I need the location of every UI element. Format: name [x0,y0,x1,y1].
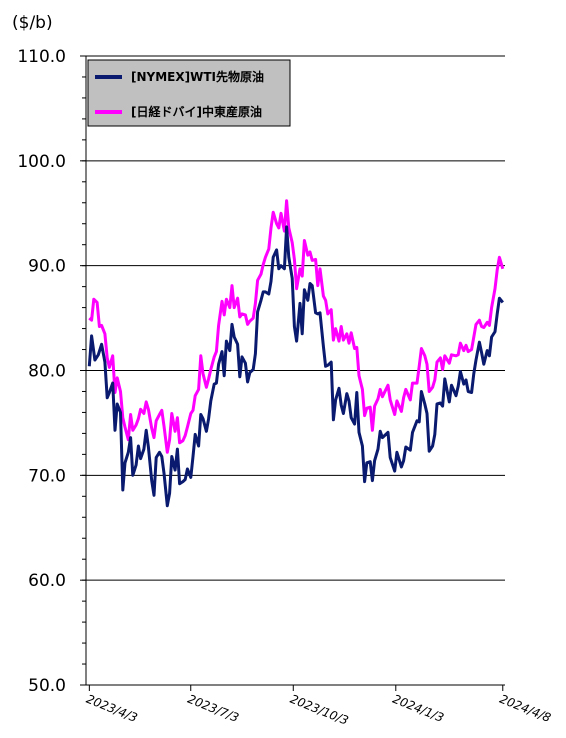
series-line-wti [87,225,504,508]
y-tick-label: 50.0 [28,676,66,696]
axes [80,55,505,691]
legend-label-wti: [NYMEX]WTI先物原油 [131,69,264,84]
series-lines [87,199,505,508]
x-tick-label: 2024/1/3 [391,692,446,725]
y-tick-label: 80.0 [28,362,66,382]
y-axis-unit-label: ($/b) [12,13,53,33]
x-tick-labels: 2023/4/3 2023/7/3 2023/10/3 2024/1/3 2024/4/… [84,692,553,728]
x-tick-label: 2024/4/8 [498,692,554,725]
x-tick-label: 2023/4/3 [84,692,139,725]
x-tick-label: 2023/7/3 [186,692,241,725]
y-tick-labels: 50.0 60.0 70.0 80.0 90.0 100.0 110.0 [17,47,66,696]
series-line-dubai [88,199,505,454]
y-tick-label: 70.0 [28,466,66,486]
y-tick-label: 110.0 [17,47,66,67]
y-tick-label: 90.0 [28,257,66,277]
x-tick-label: 2023/10/3 [288,692,350,728]
legend-box [87,59,291,127]
legend: [NYMEX]WTI先物原油 [日経ドバイ]中東産原油 [87,59,291,127]
legend-label-dubai: [日経ドバイ]中東産原油 [131,104,262,119]
y-tick-label: 60.0 [28,571,66,591]
y-tick-label: 100.0 [17,152,66,172]
